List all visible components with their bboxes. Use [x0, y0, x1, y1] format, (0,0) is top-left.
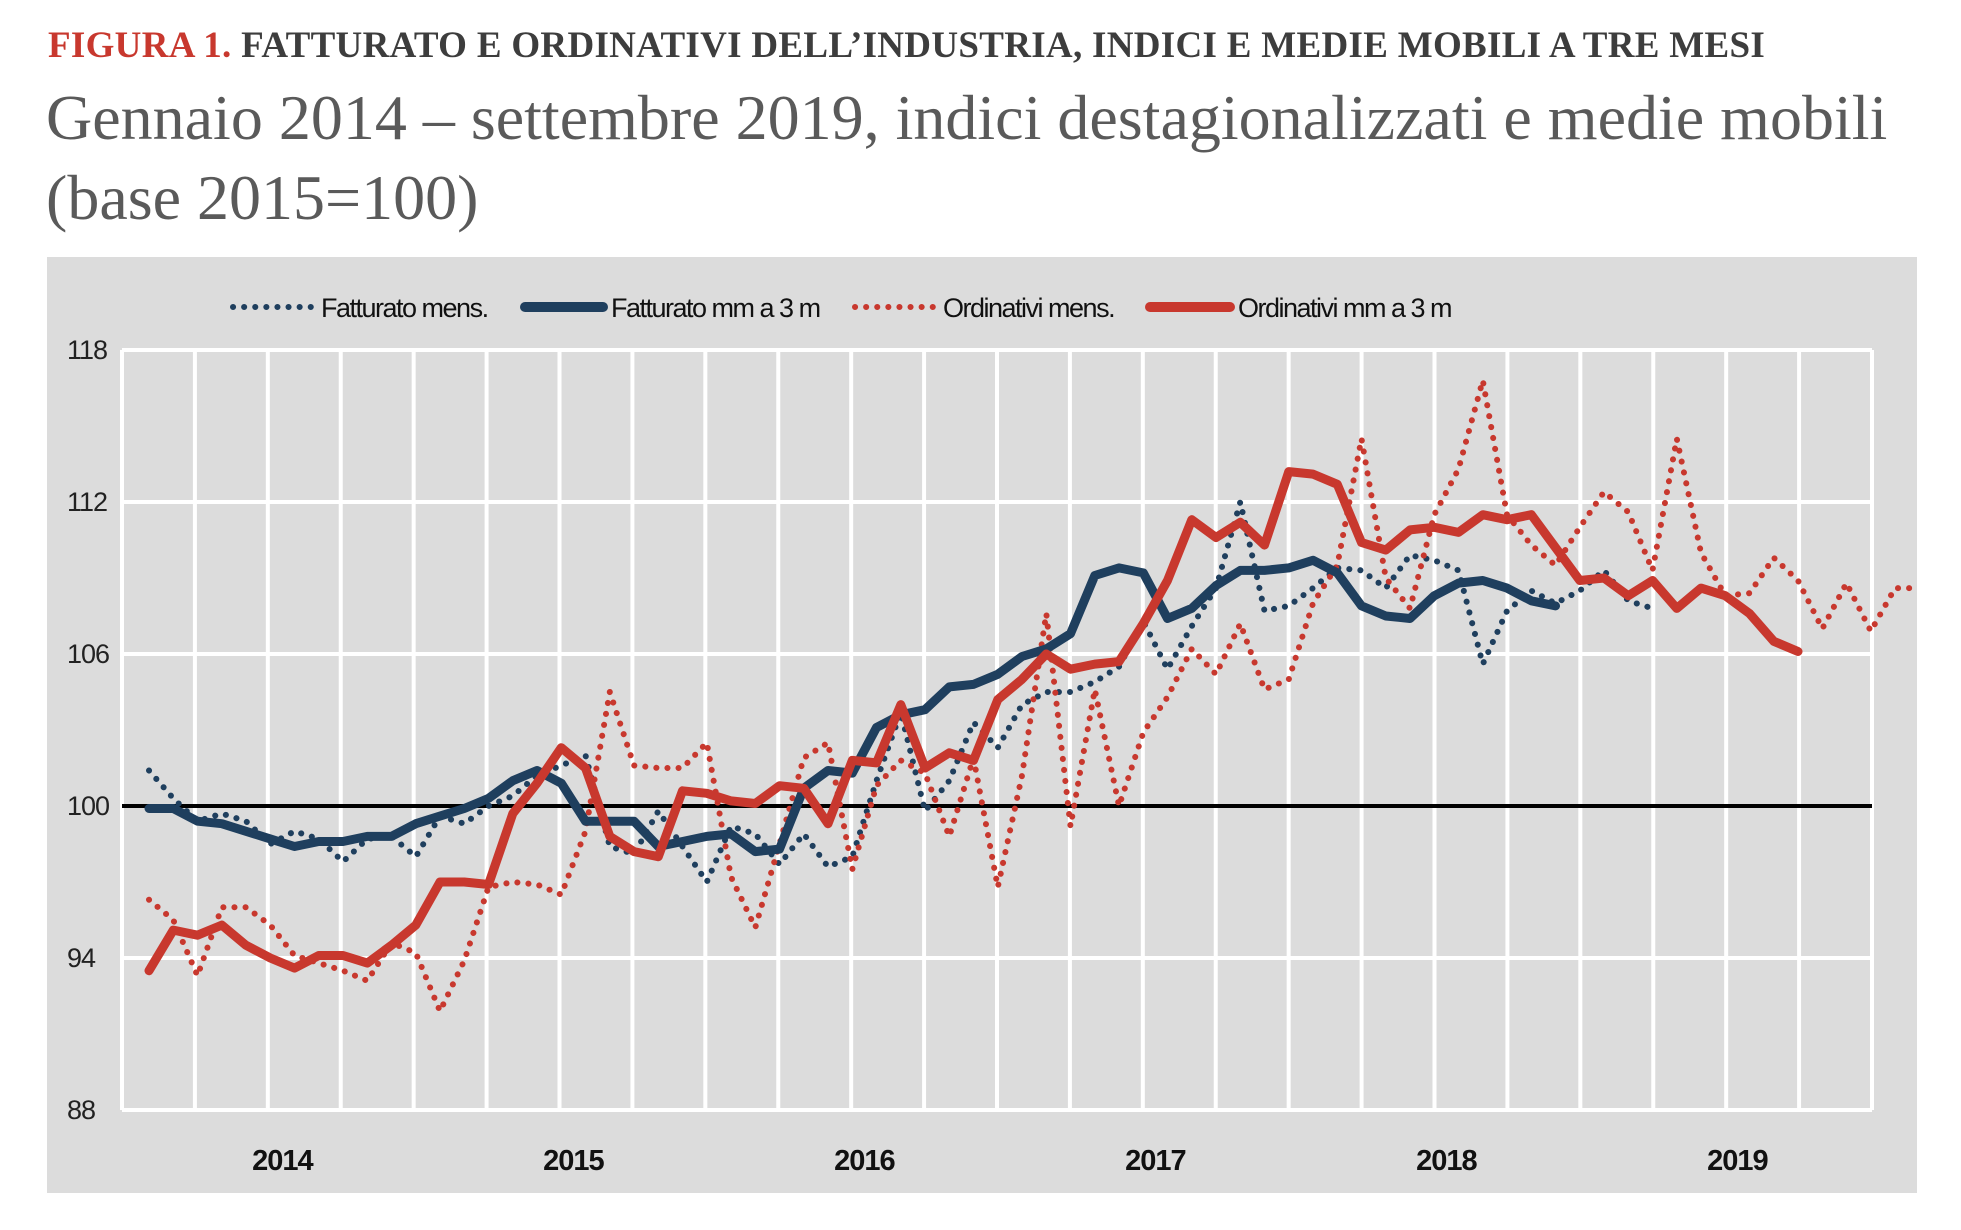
y-tick-label: 118: [67, 335, 107, 365]
series-line-ordinativi-mm-a-3-m: [144, 467, 1803, 976]
chart-panel-background: [47, 257, 1917, 1193]
x-tick-label: 2016: [834, 1145, 895, 1177]
x-tick-label: 2017: [1125, 1145, 1186, 1177]
x-tick-label: 2018: [1416, 1145, 1477, 1177]
y-tick-label: 100: [67, 791, 109, 821]
legend-label: Fatturato mens.: [321, 293, 488, 323]
line-chart: 88 94 100 106 112 118 2014 2015 2016 2017 2018 2019…: [47, 257, 1961, 1193]
x-tick-label: 2014: [252, 1145, 313, 1177]
y-tick-label: 106: [67, 639, 109, 669]
y-tick-label: 88: [67, 1095, 95, 1125]
figure-title: FIGURA 1. FATTURATO E ORDINATIVI DELL’IN…: [48, 24, 1948, 67]
y-tick-label: 94: [67, 943, 96, 973]
y-tick-label: 112: [67, 487, 107, 517]
x-tick-label: 2015: [543, 1145, 604, 1177]
legend-label: Ordinativi mens.: [943, 293, 1114, 323]
legend-label: Fatturato mm a 3 m: [611, 293, 820, 323]
legend-label: Ordinativi mm a 3 m: [1238, 293, 1451, 323]
figure-heading: FATTURATO E ORDINATIVI DELL’INDUSTRIA, I…: [241, 25, 1766, 66]
figure-label: FIGURA 1.: [48, 25, 232, 66]
figure-subtitle: Gennaio 2014 – settembre 2019, indici de…: [46, 82, 1888, 233]
series-line-fatturato-mens: [146, 499, 1656, 885]
chart-container: 88 94 100 106 112 118 2014 2015 2016 2017 2018 2019…: [47, 257, 1961, 1193]
x-tick-label: 2019: [1707, 1145, 1768, 1177]
series-line-fatturato-mm-a-3-m: [144, 555, 1560, 857]
